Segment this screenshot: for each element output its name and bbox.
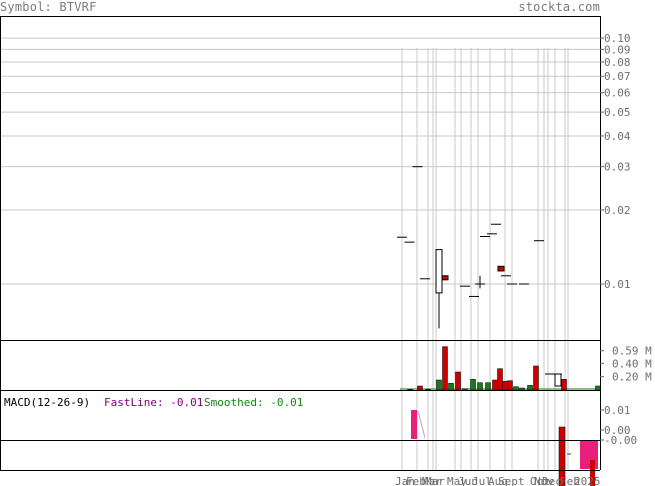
volume-bar <box>455 371 461 391</box>
macd-mark <box>567 453 571 455</box>
volume-bar <box>425 389 431 391</box>
volume-bar <box>492 379 498 391</box>
vol-tick-label: 0.59 M <box>612 345 652 358</box>
volume-bar <box>507 380 513 391</box>
macd-line <box>417 410 426 439</box>
axis-ticks: 0.100.090.080.07 0.06 0.05 0.04 0.03 0.02 0.01… <box>395 32 652 486</box>
site-link[interactable]: stockta.com <box>518 0 600 14</box>
x-tick-label: Jul <box>472 475 492 486</box>
x-tick-label: Aug <box>488 475 508 486</box>
volume-bar <box>448 383 454 391</box>
volume-bar <box>527 385 533 391</box>
volume-bar <box>561 379 567 391</box>
price-tick-label: 0.05 <box>604 106 631 119</box>
macd-tick-label: 0.01 <box>604 404 631 417</box>
x-tick-label: Sept <box>498 475 525 486</box>
volume-bars <box>400 346 601 391</box>
macd-bar <box>590 460 595 486</box>
candle-body <box>441 275 449 281</box>
volume-bar <box>513 386 519 391</box>
x-tick-label: Oct <box>530 475 550 486</box>
volume-bar <box>595 385 601 391</box>
price-tick-label: 0.02 <box>604 204 631 217</box>
x-tick-label: Nov <box>534 475 554 486</box>
price-tick-label: 0.09 <box>604 43 631 56</box>
x-tick-label: Mar <box>425 475 445 486</box>
volume-bar <box>436 379 442 391</box>
x-tick-label: 2025 <box>574 475 601 486</box>
volume-box <box>554 373 562 387</box>
price-tick-label: 0.10 <box>604 32 631 45</box>
macd-bar <box>580 441 598 469</box>
x-tick-label: Jan <box>395 475 415 486</box>
price-tick-label: 0.07 <box>604 70 631 83</box>
price-tick-label: 0.08 <box>604 56 631 69</box>
macd-tick-label: -0.00 <box>604 434 637 447</box>
volume-bar <box>470 379 476 391</box>
volume-bar <box>417 385 423 391</box>
price-frame <box>0 16 601 341</box>
macd-bar <box>411 410 417 439</box>
volume-bar <box>485 382 491 391</box>
macd-histogram <box>411 410 598 486</box>
price-tick-label: 0.04 <box>604 130 631 143</box>
volume-bar <box>533 365 539 391</box>
volume-bar <box>519 387 525 391</box>
symbol-label: Symbol: BTVRF <box>0 0 97 14</box>
candle-body <box>497 265 505 272</box>
macd-tick-label: 0.00 <box>604 424 631 437</box>
volume-bar <box>442 346 448 391</box>
volume-bar <box>462 388 468 391</box>
x-tick-label: May <box>447 475 467 486</box>
vol-tick-label: 0.20 M <box>612 371 652 384</box>
x-tick-label: Jun <box>458 475 478 486</box>
vol-tick-label: 0.40 M <box>612 357 652 370</box>
x-tick-label: Feb <box>406 475 426 486</box>
x-tick-label: Mar <box>422 475 442 486</box>
volume-bar <box>477 382 483 391</box>
price-tick-label: 0.06 <box>604 87 631 100</box>
macd-title: MACD(12-26-9) <box>4 396 90 409</box>
macd-bar <box>558 426 566 486</box>
price-tick-label: 0.01 <box>604 278 631 291</box>
x-tick-label: Dec <box>542 475 562 486</box>
macd-fastline: FastLine: -0.01 <box>104 396 203 409</box>
candle-body <box>435 249 443 294</box>
volume-bar <box>502 381 508 391</box>
volume-bar <box>497 368 503 391</box>
x-tick-label: Feb <box>560 475 580 486</box>
price-candles <box>397 166 544 329</box>
volume-bar <box>407 389 413 391</box>
price-tick-label: 0.03 <box>604 161 631 174</box>
macd-smoothed: Smoothed: -0.01 <box>204 396 303 409</box>
grid-lines <box>1 37 600 470</box>
panel-frames <box>0 16 601 471</box>
